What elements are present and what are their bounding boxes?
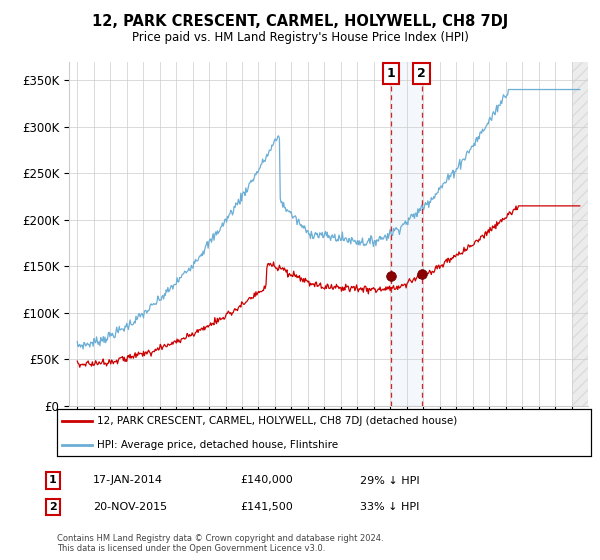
Text: 12, PARK CRESCENT, CARMEL, HOLYWELL, CH8 7DJ (detached house): 12, PARK CRESCENT, CARMEL, HOLYWELL, CH8…	[97, 416, 457, 426]
Text: 1: 1	[386, 67, 395, 80]
Text: 1: 1	[49, 475, 56, 486]
Text: 12, PARK CRESCENT, CARMEL, HOLYWELL, CH8 7DJ: 12, PARK CRESCENT, CARMEL, HOLYWELL, CH8…	[92, 14, 508, 29]
Text: £141,500: £141,500	[240, 502, 293, 512]
Text: Contains HM Land Registry data © Crown copyright and database right 2024.
This d: Contains HM Land Registry data © Crown c…	[57, 534, 383, 553]
Bar	[572, 62, 588, 406]
Text: 20-NOV-2015: 20-NOV-2015	[93, 502, 167, 512]
Text: 2: 2	[49, 502, 56, 512]
Text: 33% ↓ HPI: 33% ↓ HPI	[360, 502, 419, 512]
Text: 17-JAN-2014: 17-JAN-2014	[93, 475, 163, 486]
Text: £140,000: £140,000	[240, 475, 293, 486]
Text: Price paid vs. HM Land Registry's House Price Index (HPI): Price paid vs. HM Land Registry's House …	[131, 31, 469, 44]
Bar	[391, 62, 422, 406]
Text: 2: 2	[417, 67, 426, 80]
Text: 29% ↓ HPI: 29% ↓ HPI	[360, 475, 419, 486]
Text: HPI: Average price, detached house, Flintshire: HPI: Average price, detached house, Flin…	[97, 440, 338, 450]
